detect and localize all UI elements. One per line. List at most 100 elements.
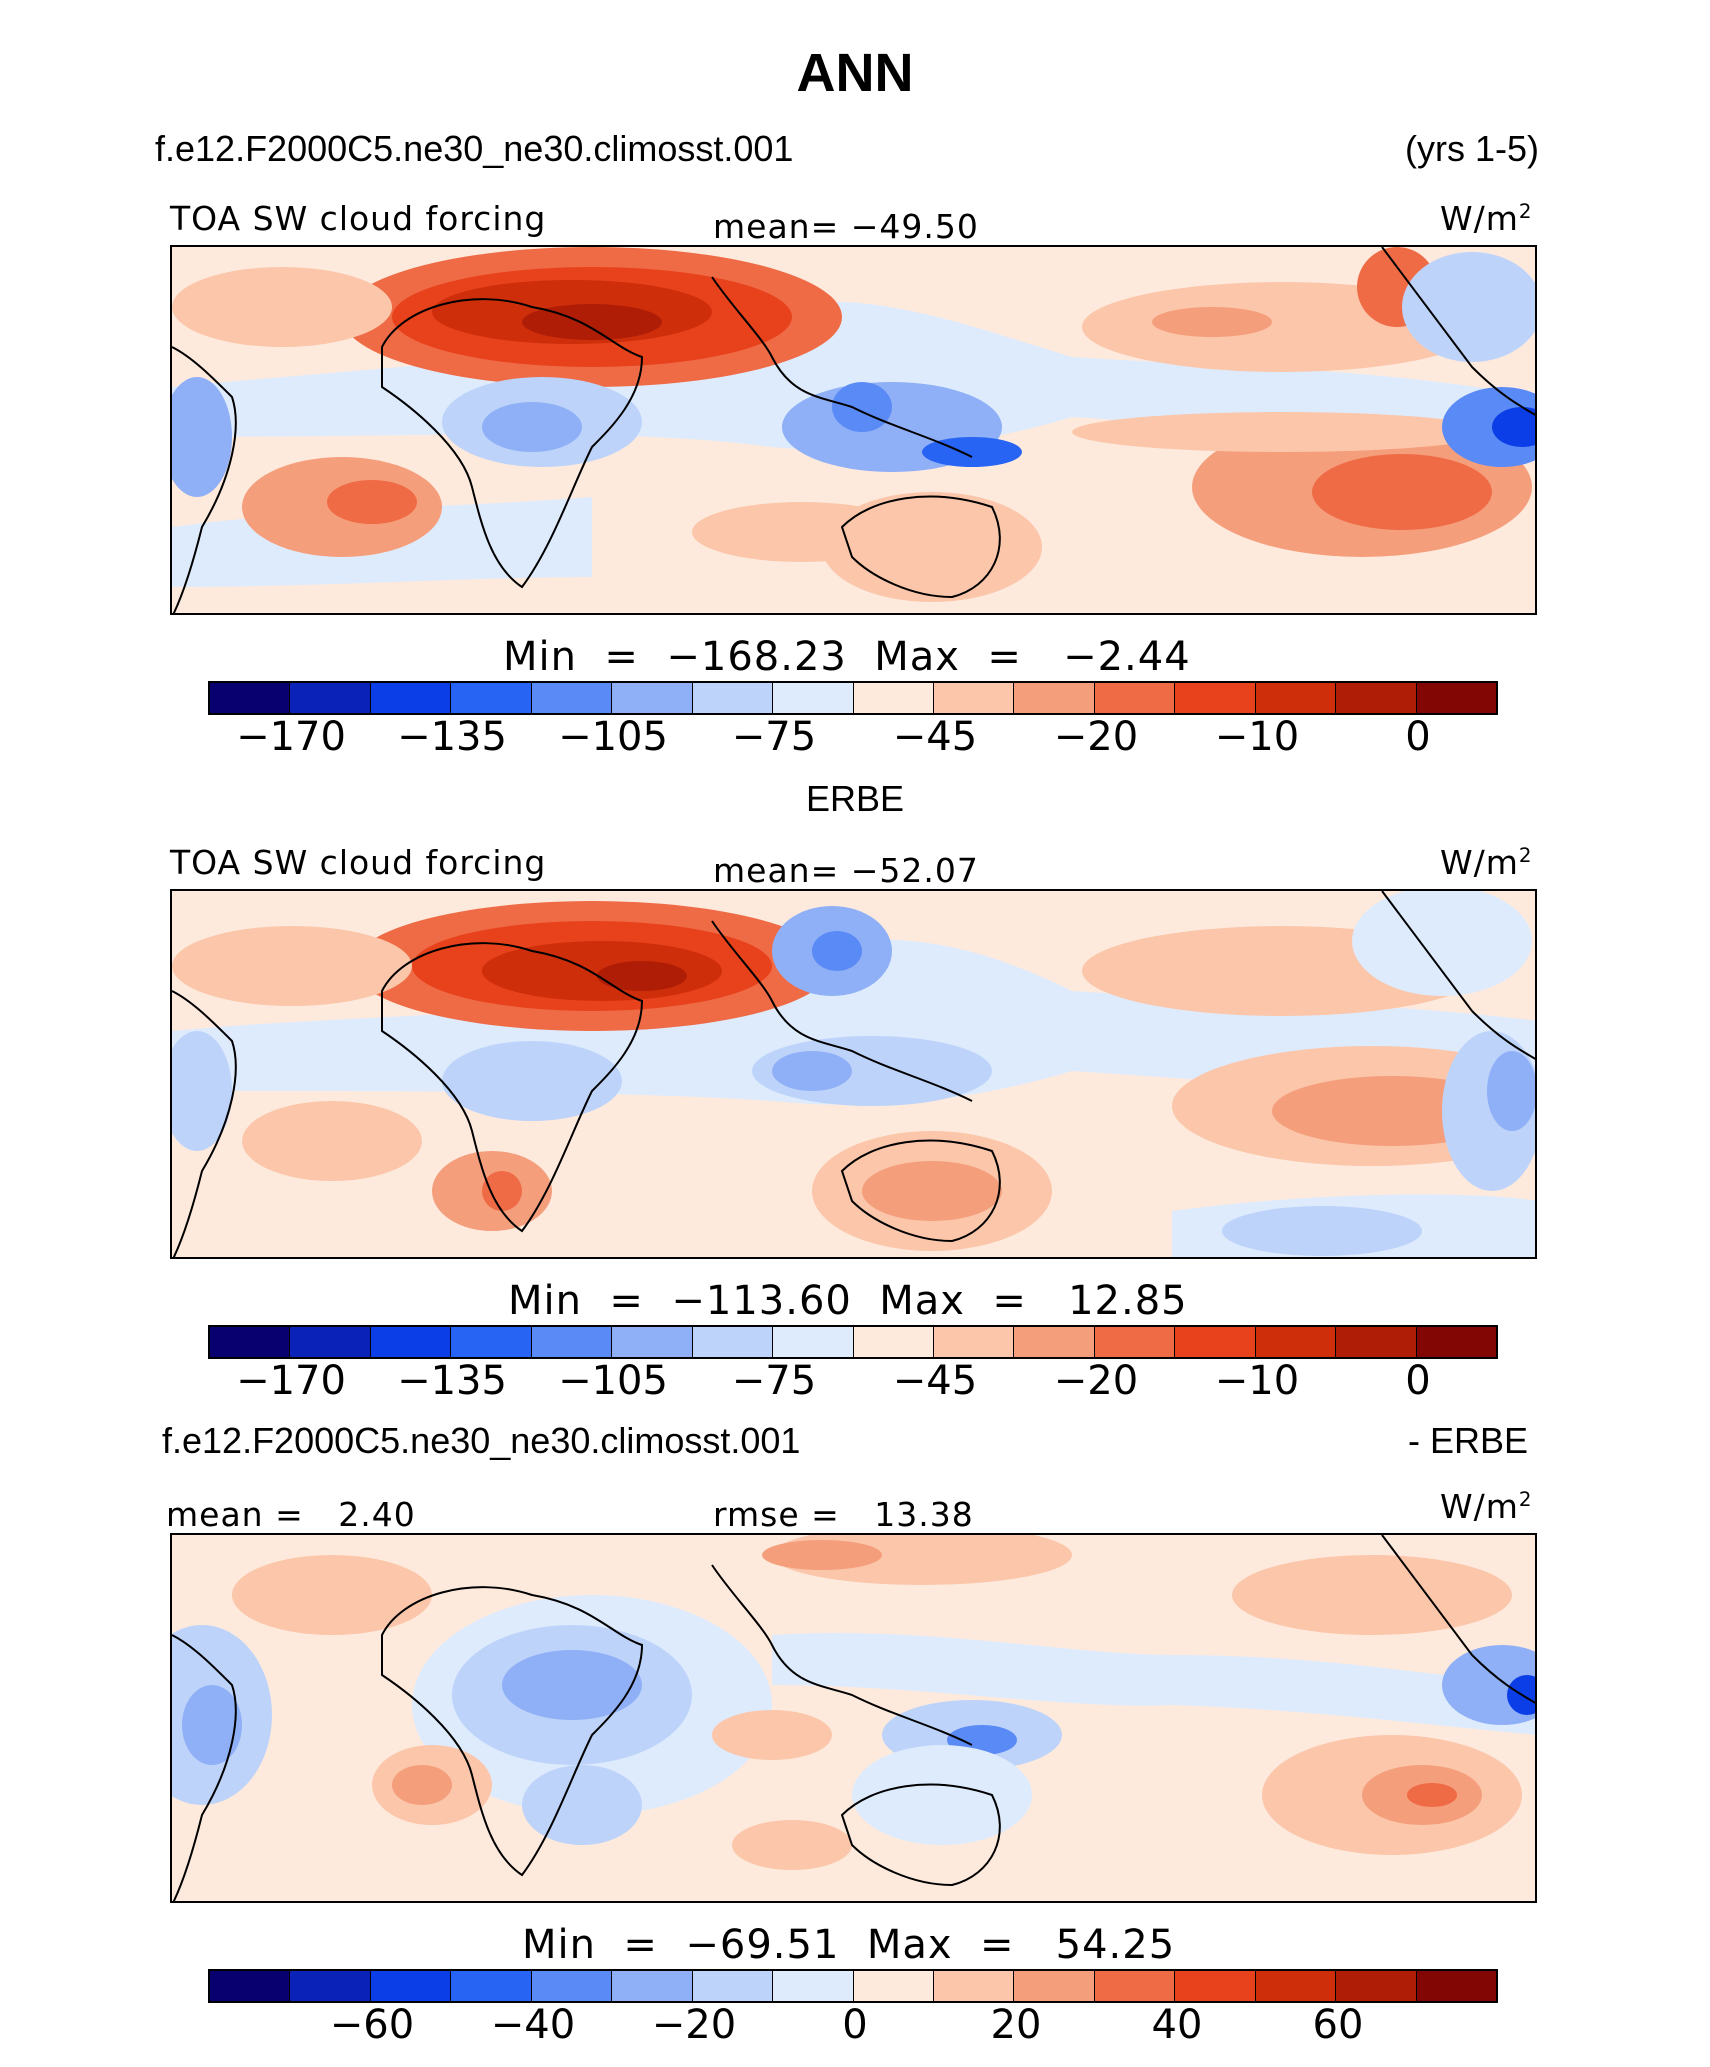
colorbar-swatch [773,683,854,713]
colorbar-swatch [853,1971,934,2001]
panel2-mean: mean= −52.07 [713,851,979,890]
colorbar-swatch [290,683,371,713]
colorbar-swatch [1416,683,1496,713]
panel3-tick: 20 [990,2002,1042,2048]
panel1-tick: −75 [731,714,817,760]
colorbar-swatch [692,1327,774,1357]
panel3-tick: −40 [490,2002,576,2048]
colorbar-swatch [612,683,693,713]
panel2-units: W/m2 [1440,843,1533,882]
colorbar-swatch [290,1327,371,1357]
panel3-map-svg [172,1535,1535,1901]
panel2-tick: 0 [1405,1358,1431,1404]
colorbar-swatch [1336,1327,1417,1357]
colorbar-swatch [370,1971,452,2001]
colorbar-swatch [1175,1971,1256,2001]
colorbar-swatch [210,1971,291,2001]
panel2-tick: −20 [1053,1358,1139,1404]
panel3-map [170,1533,1537,1903]
panel1-minmax: Min = −168.23 Max = −2.44 [503,634,1191,680]
colorbar-swatch [451,1971,532,2001]
panel3-tick: 60 [1312,2002,1364,2048]
panel1-ticks: −170 −135 −105 −75 −45 −20 −10 0 [0,714,1710,764]
panel1-tick: −170 [236,714,346,760]
colorbar-swatch [531,1327,613,1357]
colorbar-swatch [1336,1971,1417,2001]
colorbar-swatch [933,1971,1015,2001]
panel3-tick: 0 [842,2002,868,2048]
colorbar-swatch [612,1971,693,2001]
colorbar-swatch [451,683,532,713]
colorbar-swatch [1255,1971,1337,2001]
panel3-tick: −60 [329,2002,415,2048]
panel1-map [170,245,1537,615]
colorbar-swatch [370,1327,452,1357]
colorbar-swatch [1014,683,1095,713]
panel2-tick: −10 [1214,1358,1300,1404]
colorbar-swatch [531,683,613,713]
panel3-tick: −20 [651,2002,737,2048]
colorbar-swatch [1416,1971,1496,2001]
colorbar-swatch [1175,683,1256,713]
panel2-ticks: −170 −135 −105 −75 −45 −20 −10 0 [0,1358,1710,1408]
panel2-map-svg [172,891,1535,1257]
colorbar-swatch [451,1327,532,1357]
colorbar-swatch [531,1971,613,2001]
panel1-tick: −105 [558,714,668,760]
colorbar-swatch [210,683,291,713]
panel3-colorbar [208,1969,1498,2003]
colorbar-swatch [1094,1327,1176,1357]
panel1-case-name: f.e12.F2000C5.ne30_ne30.climosst.001 [155,128,794,169]
panel3-units: W/m2 [1440,1487,1533,1526]
panel2-tick: −135 [397,1358,507,1404]
panel3-case-name: f.e12.F2000C5.ne30_ne30.climosst.001 [162,1420,801,1461]
colorbar-swatch [1094,683,1176,713]
colorbar-swatch [290,1971,371,2001]
panel2-tick: −45 [892,1358,978,1404]
colorbar-swatch [692,1971,774,2001]
panel2-variable: TOA SW cloud forcing [170,843,547,882]
colorbar-swatch [1255,683,1337,713]
panel1-map-svg [172,247,1535,613]
colorbar-swatch [612,1327,693,1357]
panel1-mean: mean= −49.50 [713,207,979,246]
panel3-minus-case: - ERBE [1408,1420,1529,1461]
colorbar-swatch [1014,1327,1095,1357]
colorbar-swatch [370,683,452,713]
panel1-units: W/m2 [1440,199,1533,238]
colorbar-swatch [1175,1327,1256,1357]
colorbar-swatch [1416,1327,1496,1357]
colorbar-swatch [853,1327,934,1357]
panel1-variable: TOA SW cloud forcing [170,199,547,238]
panel2-tick: −75 [731,1358,817,1404]
colorbar-swatch [1014,1971,1095,2001]
panel3-tick: 40 [1151,2002,1203,2048]
panel2-tick: −105 [558,1358,668,1404]
colorbar-swatch [1336,683,1417,713]
panel2-map [170,889,1537,1259]
panel1-colorbar [208,681,1498,715]
panel2-case-name: ERBE [805,778,905,819]
colorbar-swatch [1094,1971,1176,2001]
panel1-tick: 0 [1405,714,1431,760]
panel2-minmax: Min = −113.60 Max = 12.85 [508,1278,1188,1324]
colorbar-swatch [933,683,1015,713]
colorbar-swatch [773,1327,854,1357]
panel3-rmse: rmse = 13.38 [713,1495,974,1534]
colorbar-swatch [1255,1327,1337,1357]
panel1-years: (yrs 1-5) [1405,128,1539,169]
panel3-ticks: −60 −40 −20 0 20 40 60 [0,2002,1710,2052]
panel1-tick: −10 [1214,714,1300,760]
colorbar-swatch [692,683,774,713]
colorbar-swatch [773,1971,854,2001]
panel3-minmax: Min = −69.51 Max = 54.25 [522,1922,1176,1968]
figure-title: ANN [796,43,914,103]
colorbar-swatch [210,1327,291,1357]
panel2-colorbar [208,1325,1498,1359]
panel1-tick: −135 [397,714,507,760]
panel1-tick: −45 [892,714,978,760]
colorbar-swatch [853,683,934,713]
colorbar-swatch [933,1327,1015,1357]
panel1-tick: −20 [1053,714,1139,760]
panel2-tick: −170 [236,1358,346,1404]
